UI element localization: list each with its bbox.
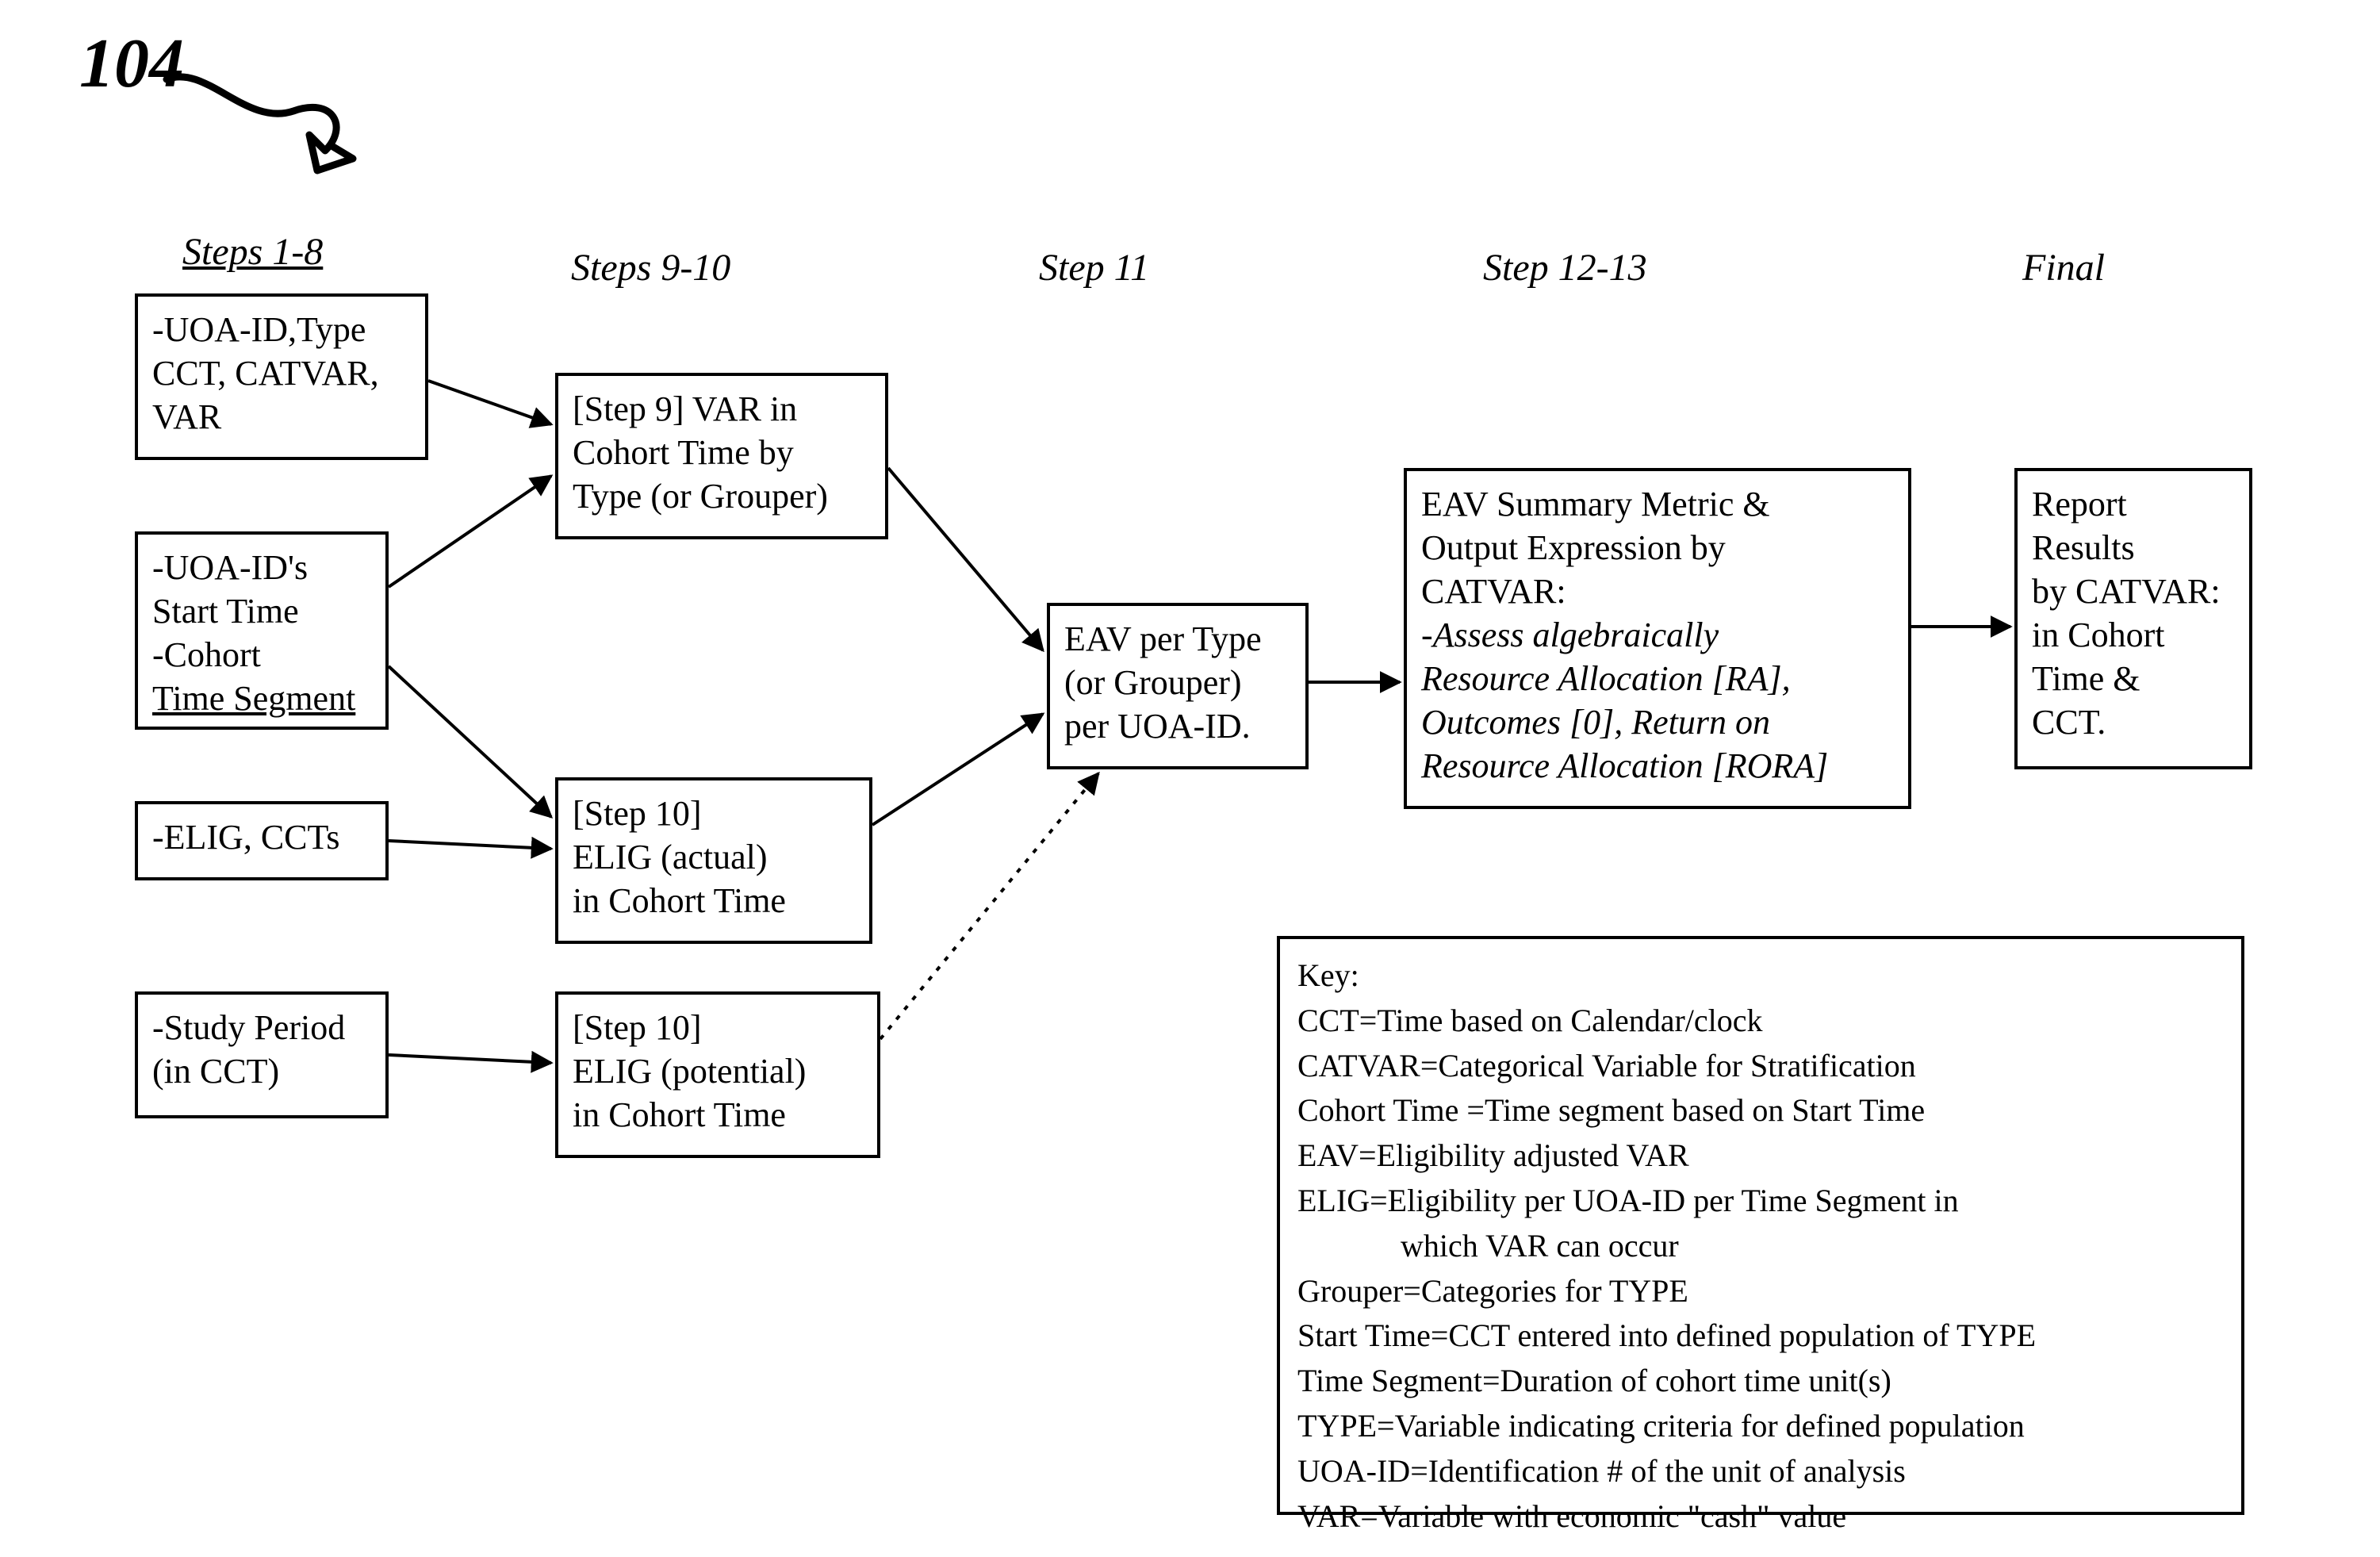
flowchart-canvas: 104 Steps 1-8 Steps 9-10 Step 11 Step 12… xyxy=(0,0,2380,1557)
edge-group xyxy=(389,381,2010,1063)
edge-g-h xyxy=(880,773,1098,1039)
edges-svg xyxy=(0,0,2380,1557)
edge-e-h xyxy=(888,468,1043,650)
edge-f-h xyxy=(872,714,1043,825)
edge-a-e xyxy=(428,381,551,424)
edge-b-e xyxy=(389,476,551,587)
edge-d-g xyxy=(389,1055,551,1063)
edge-c-f xyxy=(389,841,551,849)
edge-b-f xyxy=(389,666,551,817)
